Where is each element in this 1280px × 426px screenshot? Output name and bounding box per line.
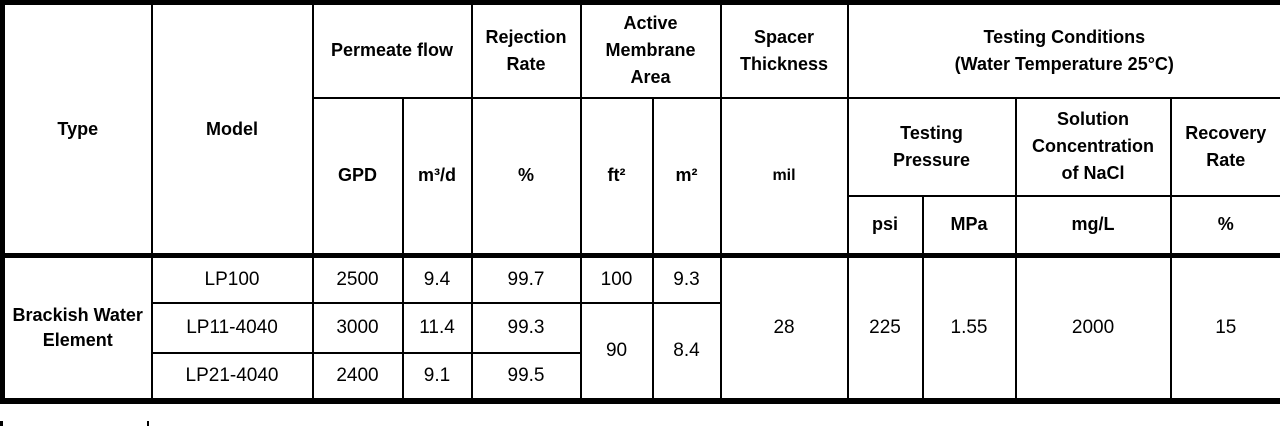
cell-area-m2: 8.4: [651, 301, 722, 402]
col-header-active-membrane-area: Active Membrane Area: [579, 1, 722, 99]
cell-model: LP21-4040: [150, 351, 314, 402]
col-header-recovery-rate: Recovery Rate: [1169, 96, 1280, 197]
cell-permeate-m3d: 11.4: [401, 301, 473, 354]
cell-area-m2: 9.3: [651, 253, 722, 304]
col-header-solution-concentration: Solution Concentration of NaCl: [1014, 96, 1172, 197]
cell-spacer-thickness: 28: [719, 253, 849, 402]
next-row-cutoff-sliver: [0, 421, 1280, 426]
cell-area-ft2: 90: [579, 301, 654, 402]
cell-permeate-gpd: 2500: [311, 253, 404, 304]
col-header-model: Model: [150, 1, 314, 257]
cell-recovery-rate: 15: [1169, 253, 1280, 402]
col-header-type: Type: [1, 1, 153, 257]
unit-header-mil: mil: [719, 96, 849, 257]
cell-nacl-concentration: 2000: [1014, 253, 1172, 402]
cell-permeate-gpd: 3000: [311, 301, 404, 354]
table-row: Brackish Water Element LP100 2500 9.4 99…: [1, 253, 1280, 402]
col-header-testing-pressure: Testing Pressure: [846, 96, 1017, 197]
table-left-border-line: [0, 421, 3, 426]
type-model-column-divider-line: [147, 421, 149, 426]
unit-header-psi: psi: [846, 194, 924, 257]
cell-permeate-gpd: 2400: [311, 351, 404, 402]
unit-header-m3-per-day: m³/d: [401, 96, 473, 257]
unit-header-recovery-percent: %: [1169, 194, 1280, 257]
table-row: LP11-4040 3000 11.4 99.3 90 8.4: [3, 301, 1280, 402]
row-group-type-label: Brackish Water Element: [1, 253, 153, 402]
unit-header-gpd: GPD: [311, 96, 404, 257]
col-header-permeate-flow: Permeate flow: [311, 1, 473, 99]
col-header-spacer-thickness: Spacer Thickness: [719, 1, 849, 99]
unit-header-mpa: MPa: [921, 194, 1017, 257]
unit-header-m2: m²: [651, 96, 722, 257]
membrane-spec-table: Type Model Permeate flow Rejection Rate …: [0, 0, 1280, 404]
cell-model: LP100: [150, 253, 314, 304]
unit-header-rejection-percent: %: [470, 96, 582, 257]
cell-rejection-rate: 99.5: [470, 351, 582, 402]
col-header-testing-conditions: Testing Conditions (Water Temperature 25…: [846, 1, 1280, 99]
cell-testing-pressure-psi: 225: [846, 253, 924, 402]
cell-rejection-rate: 99.7: [470, 253, 582, 304]
unit-header-ft2: ft²: [579, 96, 654, 257]
cell-area-ft2: 100: [579, 253, 654, 304]
unit-header-mg-per-l: mg/L: [1014, 194, 1172, 257]
table-row: LP21-4040 2400 9.1 99.5: [3, 351, 1280, 402]
cell-permeate-m3d: 9.4: [401, 253, 473, 304]
cell-permeate-m3d: 9.1: [401, 351, 473, 402]
cell-testing-pressure-mpa: 1.55: [921, 253, 1017, 402]
cell-rejection-rate: 99.3: [470, 301, 582, 354]
col-header-rejection-rate: Rejection Rate: [470, 1, 582, 99]
cell-model: LP11-4040: [150, 301, 314, 354]
